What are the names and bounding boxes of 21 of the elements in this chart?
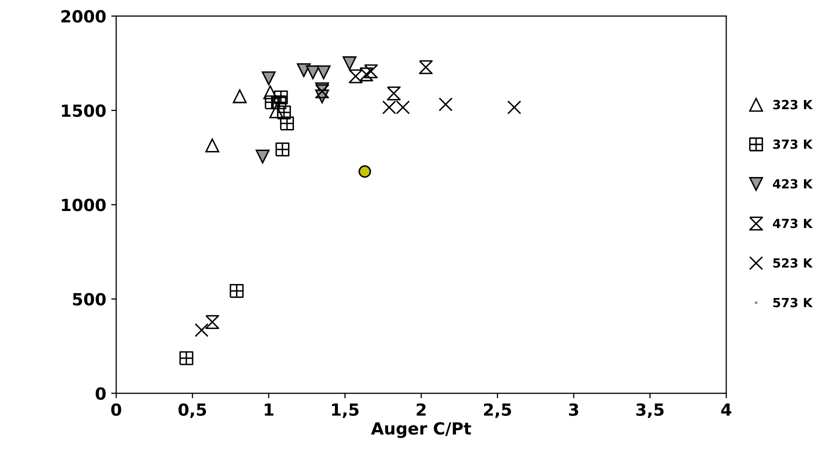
legend-label: 323 K: [773, 100, 813, 110]
legend-label: 473 K: [772, 218, 813, 228]
x-tick-label: 2,5: [484, 403, 512, 418]
x-tick-label: 4: [721, 404, 732, 416]
x-tick-label: 0: [111, 403, 122, 416]
y-tick-label: 2000: [61, 10, 106, 23]
x-tick-label: 3,5: [636, 403, 664, 418]
legend-label: 423 K: [772, 179, 813, 189]
x-tick-label: 2: [416, 403, 426, 416]
y-tick-label: 0: [96, 387, 106, 400]
x-tick-label: 1,5: [332, 404, 359, 418]
y-tick-label: 1500: [62, 104, 106, 117]
x-tick-label: 0,5: [178, 403, 206, 418]
legend-label: 523 K: [773, 258, 813, 268]
legend-label: 373 K: [773, 139, 813, 149]
legend-label: 573 K: [773, 298, 813, 308]
y-tick-label: 500: [72, 292, 106, 306]
x-tick-label: 1: [264, 404, 274, 416]
y-tick-label: 1000: [62, 198, 106, 212]
x-tick-label: 3: [569, 403, 578, 416]
x-axis-title: Auger C/Pt: [371, 422, 472, 438]
